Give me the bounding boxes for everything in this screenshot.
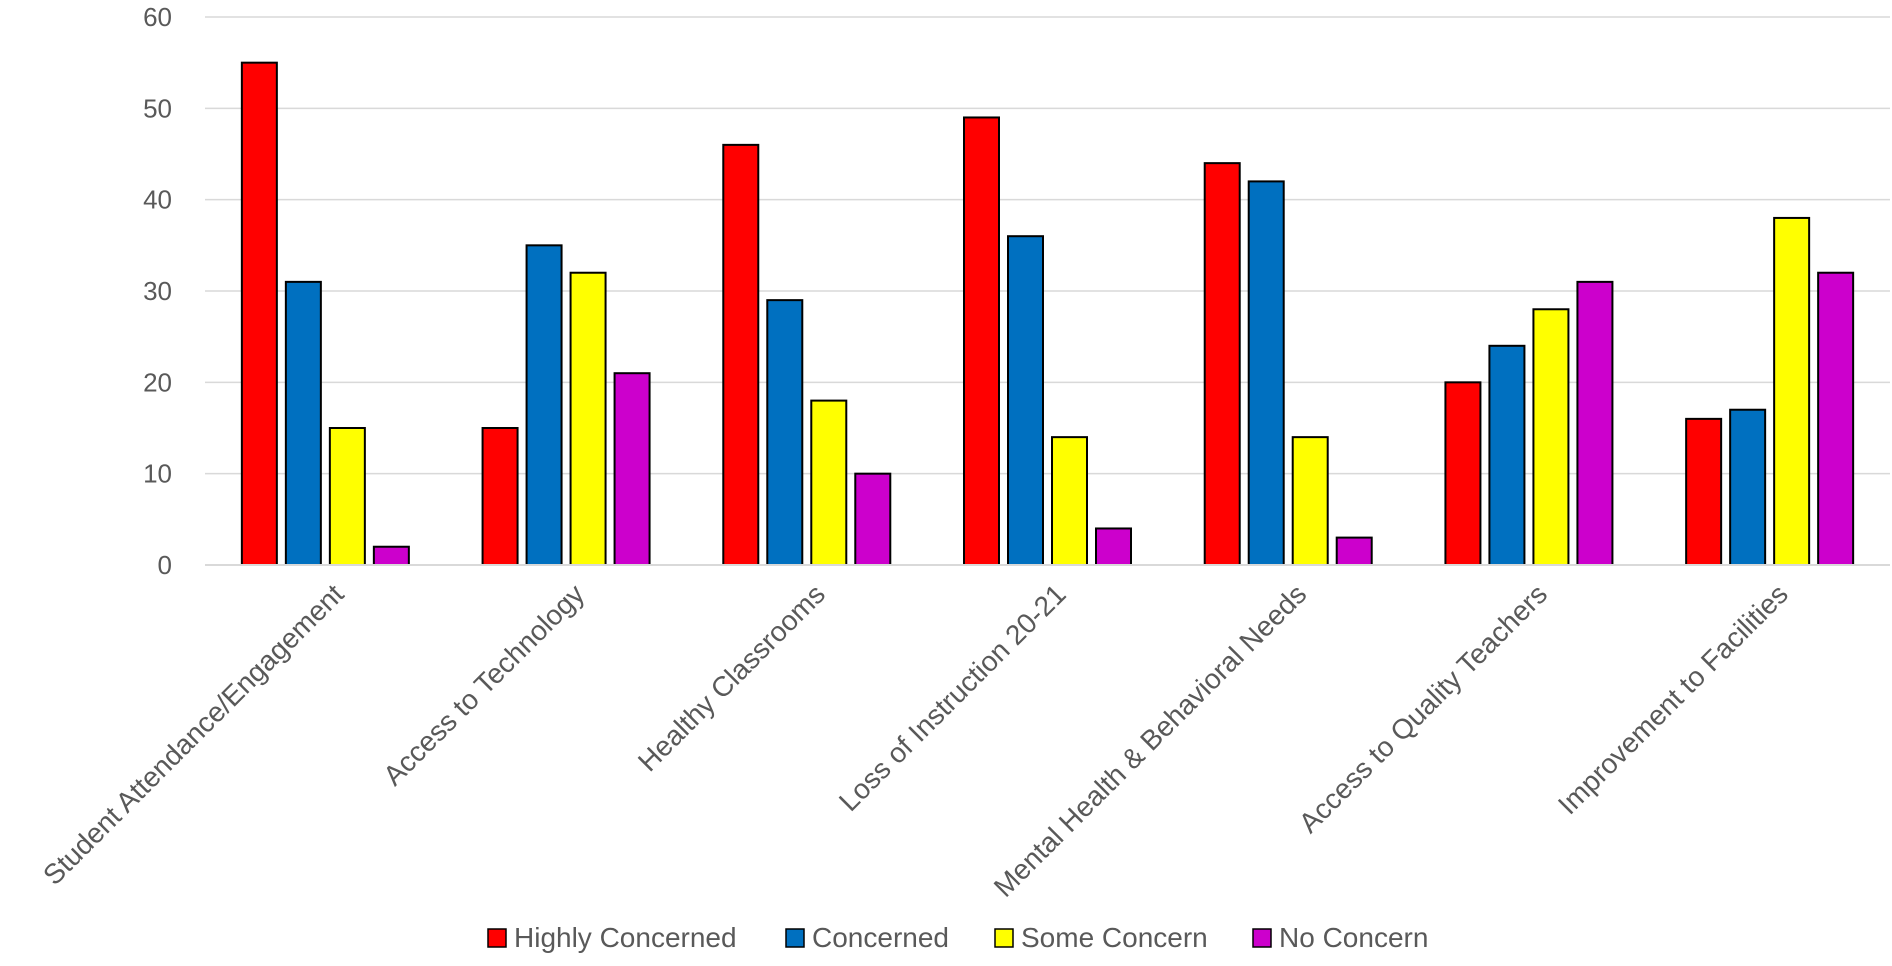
legend-label: No Concern <box>1279 922 1428 953</box>
bar-highly-concerned <box>481 427 519 566</box>
bar-some-concern <box>328 427 366 566</box>
bar-no-concern <box>1576 280 1614 566</box>
bar-some-concern <box>1773 216 1811 567</box>
bar-no-concern <box>1817 271 1855 566</box>
bar-no-concern <box>854 472 892 566</box>
y-tick-label: 30 <box>143 276 172 306</box>
y-axis-ticks: 0 10 20 30 40 50 60 <box>143 2 172 580</box>
legend-swatch <box>1252 928 1272 948</box>
legend-item: Concerned <box>785 922 949 953</box>
legend-item: No Concern <box>1252 922 1428 953</box>
bar-concerned <box>1729 408 1767 566</box>
y-tick-label: 60 <box>143 2 172 32</box>
bar-no-concern <box>1095 527 1132 567</box>
x-category-label: Healthy Classrooms <box>632 578 831 777</box>
bars <box>240 61 1855 567</box>
legend-swatch <box>487 928 507 948</box>
bar-no-concern <box>613 372 651 567</box>
bar-some-concern <box>810 399 848 566</box>
legend-label: Highly Concerned <box>514 922 737 953</box>
y-tick-label: 0 <box>158 550 172 580</box>
bar-highly-concerned <box>963 116 1000 566</box>
legend-swatch <box>994 928 1014 948</box>
y-tick-label: 10 <box>143 459 172 489</box>
bar-concerned <box>525 244 563 566</box>
bar-highly-concerned <box>1444 381 1482 567</box>
x-category-label: Access to Technology <box>377 578 590 791</box>
y-tick-label: 50 <box>143 93 172 123</box>
x-category-label: Student Attendance/Engagement <box>37 578 350 891</box>
legend: Highly Concerned Concerned Some Concern No … <box>487 922 1428 953</box>
x-category-label: Access to Quality Teachers <box>1293 578 1553 838</box>
bar-some-concern <box>1291 436 1329 566</box>
legend-label: Concerned <box>812 922 949 953</box>
bar-some-concern <box>569 271 607 566</box>
gridlines <box>205 16 1890 475</box>
legend-swatch <box>785 928 805 948</box>
bar-no-concern <box>372 545 410 567</box>
bar-concerned <box>1488 344 1526 566</box>
bar-highly-concerned <box>722 143 760 566</box>
bar-concerned <box>1247 180 1285 566</box>
x-category-label: Improvement to Facilities <box>1552 578 1794 820</box>
legend-item: Some Concern <box>994 922 1208 953</box>
y-tick-label: 40 <box>143 185 172 215</box>
bar-concerned <box>766 299 804 566</box>
bar-concerned <box>284 280 322 566</box>
x-axis-category-labels: Student Attendance/Engagement Access to T… <box>37 578 1794 903</box>
y-tick-label: 20 <box>143 367 172 397</box>
legend-label: Some Concern <box>1021 922 1208 953</box>
x-category-label: Loss of Instruction 20-21 <box>833 578 1072 817</box>
bar-some-concern <box>1051 436 1088 566</box>
bar-some-concern <box>1532 308 1570 566</box>
bar-highly-concerned <box>1203 162 1241 566</box>
bar-highly-concerned <box>1685 417 1723 566</box>
bar-no-concern <box>1335 536 1373 566</box>
bar-highly-concerned <box>240 61 278 567</box>
bar-concerned <box>1007 235 1044 566</box>
legend-item: Highly Concerned <box>487 922 737 953</box>
